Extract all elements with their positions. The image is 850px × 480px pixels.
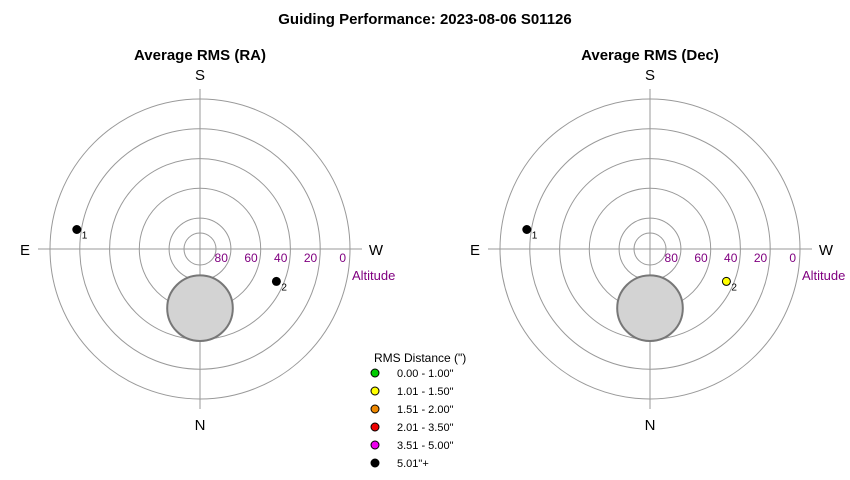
- altitude-tick-label: 40: [274, 251, 288, 265]
- altitude-tick-label: 80: [665, 251, 679, 265]
- polar-plot-ra: Average RMS (RA) S N E W 80 60 40 20 0 Altit…: [20, 47, 395, 434]
- legend: RMS Distance (") 0.00 - 1.00" 1.01 - 1.50…: [370, 351, 466, 470]
- data-point-1: [72, 225, 82, 234]
- blocked-region-ra: [166, 274, 234, 343]
- altitude-tick-label: 0: [789, 251, 796, 265]
- altitude-tick-label: 20: [304, 251, 318, 265]
- polar-plot-dec: Average RMS (Dec) S N E W 80 60 40 20 0 Alti…: [470, 47, 845, 434]
- data-point-label-1: 1: [82, 231, 88, 242]
- altitude-ticks-ra: 80 60 40 20 0: [215, 251, 347, 265]
- data-point-1: [522, 225, 532, 234]
- axis-lines-ra: [38, 89, 362, 409]
- data-points-dec: 12: [522, 225, 737, 293]
- axis-lines-dec: [488, 89, 812, 409]
- altitude-tick-label: 60: [244, 251, 258, 265]
- compass-west-dec: W: [819, 242, 834, 259]
- compass-east-ra: E: [20, 242, 30, 259]
- legend-swatch: [370, 422, 380, 432]
- compass-south-dec: S: [645, 67, 655, 84]
- compass-west-ra: W: [369, 242, 384, 259]
- legend-swatch: [370, 368, 380, 378]
- legend-swatch: [370, 386, 380, 396]
- data-point-label-2: 2: [281, 282, 287, 293]
- altitude-axis-label-ra: Altitude: [352, 268, 395, 283]
- altitude-tick-label: 60: [694, 251, 708, 265]
- legend-item-label: 2.01 - 3.50": [397, 422, 454, 434]
- data-point-2: [721, 276, 731, 286]
- compass-north-dec: N: [645, 417, 656, 434]
- compass-north-ra: N: [195, 417, 206, 434]
- data-point-label-1: 1: [532, 231, 538, 242]
- compass-south-ra: S: [195, 67, 205, 84]
- data-points-ra: 12: [72, 225, 287, 293]
- plot-title-ra: Average RMS (RA): [134, 47, 266, 64]
- data-point-2: [271, 276, 281, 286]
- altitude-tick-label: 0: [339, 251, 346, 265]
- altitude-tick-label: 80: [215, 251, 229, 265]
- legend-swatch: [370, 404, 380, 414]
- legend-swatch: [370, 458, 380, 468]
- blocked-sky-region: [166, 274, 234, 343]
- plot-title-dec: Average RMS (Dec): [581, 47, 719, 64]
- altitude-ticks-dec: 80 60 40 20 0: [665, 251, 797, 265]
- legend-item-label: 5.01"+: [397, 458, 429, 470]
- compass-east-dec: E: [470, 242, 480, 259]
- legend-item-label: 1.51 - 2.00": [397, 404, 454, 416]
- data-point-label-2: 2: [731, 282, 737, 293]
- legend-items: 0.00 - 1.00" 1.01 - 1.50" 1.51 - 2.00" 2.01…: [370, 368, 454, 470]
- blocked-sky-region: [616, 274, 684, 343]
- altitude-tick-label: 40: [724, 251, 738, 265]
- blocked-region-dec: [616, 274, 684, 343]
- altitude-axis-label-dec: Altitude: [802, 268, 845, 283]
- legend-item-label: 1.01 - 1.50": [397, 386, 454, 398]
- altitude-tick-label: 20: [754, 251, 768, 265]
- legend-item-label: 3.51 - 5.00": [397, 440, 454, 452]
- legend-title: RMS Distance ("): [374, 351, 466, 365]
- legend-swatch: [370, 440, 380, 450]
- legend-item-label: 0.00 - 1.00": [397, 368, 454, 380]
- figure-title: Guiding Performance: 2023-08-06 S01126: [278, 11, 571, 28]
